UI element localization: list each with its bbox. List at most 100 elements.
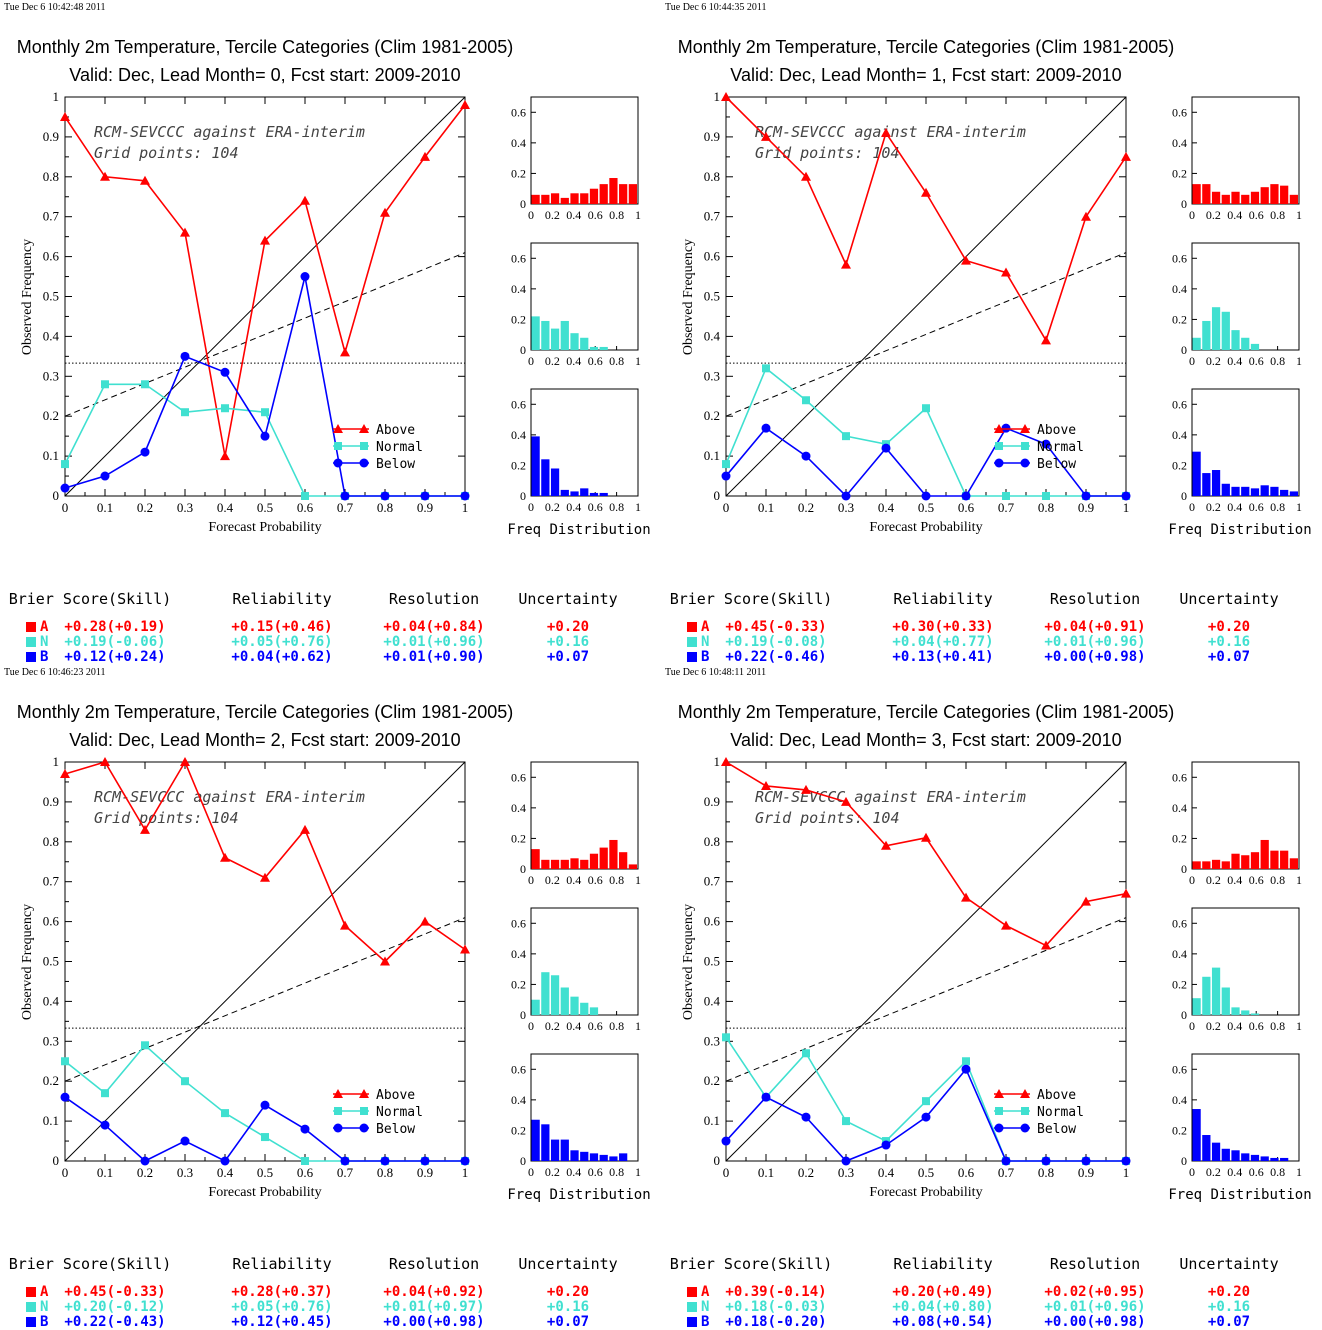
freq-bar-above [599,184,608,204]
freq-y-tick-label: 0 [520,197,526,211]
y-tick-label: 0.2 [704,408,720,423]
freq-bar-normal [1250,343,1260,350]
point-above [921,187,931,197]
score-swatch-below [687,652,697,662]
legend-marker-below [359,1123,369,1133]
freq-bar-below [619,1153,628,1161]
point-normal [261,1133,269,1142]
freq-bar-normal [599,346,608,350]
point-below [140,1156,150,1166]
freq-bar-below [541,1124,550,1161]
score-header-0: Brier Score(Skill) [670,1255,833,1273]
x-tick-label: 0.7 [337,1165,354,1180]
legend-label-below: Below [376,1122,415,1137]
score-value: +0.04(+0.91) [1044,619,1145,635]
freq-y-tick-label: 0.2 [511,166,526,180]
freq-bar-normal [1221,311,1230,350]
y-tick-label: 0.5 [704,289,720,304]
panel-2: Tue Dec 6 10:46:23 2011 Monthly 2m Temper… [0,665,661,1330]
annotation-gridpoints: Grid points: 104 [755,809,900,827]
score-swatch-above [26,1287,36,1297]
freq-x-tick-label: 0.2 [1206,1019,1221,1033]
legend-marker-below [994,1123,1004,1133]
score-letter-above: A [40,1284,49,1300]
freq-x-tick-label: 0 [528,500,534,514]
score-header-3: Uncertainty [1179,590,1278,608]
freq-bar-normal [1211,967,1221,1015]
legend-marker-above [333,424,343,433]
point-below [140,447,150,457]
x-tick-label: 0.4 [878,500,895,515]
freq-bar-normal [1192,998,1201,1015]
freq-y-tick-label: 0.2 [511,831,526,845]
y-tick-label: 0.2 [43,408,59,423]
freq-bar-above [1280,850,1289,869]
freq-x-tick-label: 0.6 [588,500,603,514]
freq-x-tick-label: 0.4 [1227,208,1242,222]
point-above [1001,920,1011,930]
point-above [721,92,731,101]
no-skill-line [725,917,1127,1082]
freq-y-tick-label: 0 [1181,862,1187,876]
freq-y-tick-label: 0.4 [1172,136,1187,150]
freq-y-tick-label: 0.4 [511,136,526,150]
point-below [180,351,190,361]
score-value: +0.04(+0.84) [383,619,484,635]
point-above [220,852,230,862]
freq-bar-normal [1221,987,1230,1015]
freq-x-tick-label: 0 [528,208,534,222]
point-below [761,1092,771,1102]
freq-x-tick-label: 0.6 [1249,1165,1264,1179]
legend-marker-below [1020,458,1030,468]
freq-bar-above [541,859,550,869]
freq-y-tick-label: 0.4 [1172,282,1187,296]
x-tick-label: 0.5 [918,500,934,515]
annotation-gridpoints: Grid points: 104 [94,809,239,827]
point-normal [301,492,309,500]
y-tick-label: 0 [53,488,60,503]
freq-x-tick-label: 0 [528,1019,534,1033]
point-above [1081,211,1091,221]
score-value: +0.01(+0.97) [383,1299,484,1315]
score-header-2: Resolution [389,590,479,608]
freq-x-tick-label: 1 [1296,500,1302,514]
freq-y-tick-label: 0 [520,1154,526,1168]
freq-y-tick-label: 0.4 [1172,947,1187,961]
legend-marker-below [333,458,343,468]
point-above [1121,888,1131,898]
y-tick-label: 0.5 [704,954,720,969]
freq-bar-below [1241,486,1250,496]
freq-x-tick-label: 0.8 [609,208,624,222]
freq-y-tick-label: 0.6 [511,770,526,784]
freq-y-tick-label: 0.6 [1172,770,1187,784]
chart-title: Monthly 2m Temperature, Tercile Categori… [678,702,1175,722]
score-value: +0.12(+0.45) [231,1314,332,1330]
legend-label-below: Below [1037,1122,1076,1137]
freq-bar-normal [541,320,550,350]
freq-y-tick-label: 0.4 [511,282,526,296]
freq-x-tick-label: 0.4 [1227,1165,1242,1179]
freq-x-tick-label: 0.4 [566,1165,581,1179]
timestamp: Tue Dec 6 10:42:48 2011 [4,2,105,13]
legend-label-normal: Normal [1037,440,1084,455]
freq-x-tick-label: 1 [635,1019,641,1033]
score-letter-above: A [701,1284,710,1300]
x-tick-label: 0.3 [838,500,854,515]
annotation-model: RCM-SEVCCC against ERA-interim [755,788,1026,806]
y-tick-label: 0.9 [43,129,59,144]
point-normal [842,432,850,441]
freq-y-tick-label: 0 [1181,197,1187,211]
diagonal-line [64,761,466,1162]
score-value: +0.20 [547,619,589,635]
freq-bar-below [1211,470,1221,496]
y-axis-label: Observed Frequency [681,904,696,1020]
point-above [721,757,731,766]
point-above [1081,896,1091,906]
freq-x-tick-label: 1 [635,500,641,514]
y-tick-label: 1 [53,754,60,769]
x-tick-label: 0.6 [297,500,314,515]
freq-bar-above [1270,850,1279,869]
score-value: +0.13(+0.41) [892,649,993,665]
x-tick-label: 0.4 [878,1165,895,1180]
point-above [1041,940,1051,950]
